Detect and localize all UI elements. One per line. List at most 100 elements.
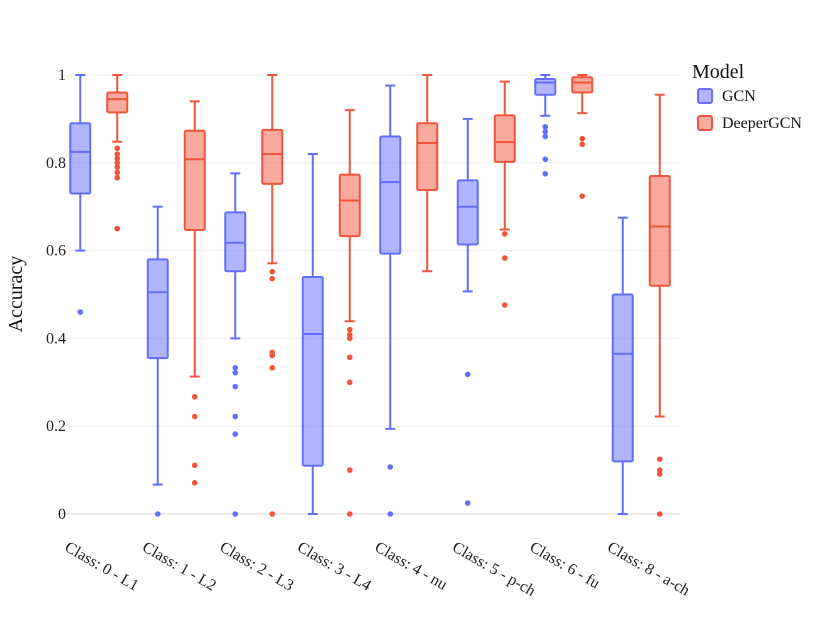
outlier-point	[191, 462, 198, 469]
outlier-point	[191, 393, 198, 400]
box-body	[648, 174, 671, 287]
outlier-point	[656, 467, 663, 473]
outlier-point	[346, 354, 353, 361]
legend-label: GCN	[722, 88, 756, 105]
outlier-point	[269, 511, 276, 517]
y-tick-label: 0	[58, 506, 66, 523]
box	[493, 80, 516, 308]
box-body	[611, 293, 634, 463]
y-tick-label: 0.2	[46, 418, 66, 435]
outlier-point	[464, 500, 471, 506]
box-body	[261, 128, 284, 185]
outlier-point	[232, 369, 239, 376]
box	[648, 93, 671, 517]
x-tick-label: Class: 1 - L2	[139, 539, 219, 595]
outlier-point	[269, 275, 276, 282]
outlier-point	[501, 302, 508, 308]
outlier-point	[232, 365, 239, 371]
box-body	[69, 122, 92, 195]
legend: Model GCN DeeperGCN	[692, 61, 802, 132]
box-body	[106, 91, 129, 114]
outlier-point	[501, 255, 508, 261]
box	[379, 84, 402, 517]
outlier-point	[114, 160, 121, 166]
x-tick-label: Class: 5 - p-ch	[449, 539, 538, 600]
box	[338, 109, 361, 517]
outlier-point	[77, 309, 84, 315]
outlier-point	[114, 145, 121, 152]
outlier-point	[387, 511, 394, 517]
outlier-point	[346, 326, 353, 333]
legend-swatch	[697, 88, 713, 104]
outlier-point	[542, 128, 549, 135]
y-tick-label: 0.8	[46, 155, 66, 172]
box-series	[69, 74, 671, 517]
box-body	[301, 275, 324, 467]
box-body	[534, 77, 557, 96]
outlier-point	[656, 471, 663, 477]
box-body	[146, 258, 169, 360]
box-body	[416, 122, 439, 192]
outlier-point	[114, 225, 121, 232]
outlier-point	[464, 371, 471, 378]
box	[301, 153, 324, 515]
box	[534, 74, 557, 177]
outlier-point	[232, 383, 239, 390]
outlier-point	[269, 352, 276, 359]
outlier-point	[232, 431, 239, 437]
box	[611, 216, 634, 515]
box-body	[338, 173, 361, 238]
series-deepergcn	[106, 74, 671, 517]
x-tick-label: Class: 2 - L3	[217, 539, 297, 595]
outlier-point	[387, 464, 394, 470]
y-axis-ticks: 0 0.2 0.4 0.6 0.8 1	[46, 67, 66, 523]
outlier-point	[269, 268, 276, 275]
box	[416, 74, 439, 273]
box-body	[456, 179, 479, 246]
y-tick-label: 1	[58, 67, 66, 84]
x-tick-label: Class: 3 - L4	[294, 539, 374, 595]
box	[456, 117, 479, 506]
box	[261, 74, 284, 517]
outlier-point	[232, 413, 239, 420]
legend-item-deepergcn: DeeperGCN	[697, 115, 802, 132]
box	[183, 100, 206, 486]
outlier-point	[579, 135, 586, 142]
box	[146, 205, 169, 517]
outlier-point	[542, 133, 549, 140]
outlier-point	[346, 511, 353, 517]
outlier-point	[114, 174, 121, 181]
box-body	[493, 114, 516, 163]
x-tick-label: Class: 4 - nu	[372, 539, 450, 594]
outlier-point	[542, 170, 549, 177]
box	[106, 74, 129, 232]
legend-title: Model	[692, 61, 745, 83]
outlier-point	[346, 335, 353, 342]
outlier-point	[542, 156, 549, 163]
y-tick-label: 0.4	[46, 330, 66, 347]
box-body	[183, 129, 206, 231]
outlier-point	[656, 511, 663, 517]
box-body	[379, 135, 402, 255]
outlier-point	[154, 511, 161, 517]
outlier-point	[114, 169, 121, 176]
outlier-point	[232, 511, 239, 517]
outlier-point	[269, 365, 276, 371]
x-tick-label: Class: 0 - L1	[62, 539, 142, 595]
y-tick-label: 0.6	[46, 243, 66, 260]
legend-item-gcn: GCN	[697, 88, 756, 105]
y-axis-title: Accuracy	[5, 256, 27, 333]
outlier-point	[191, 413, 198, 420]
outlier-point	[114, 164, 121, 170]
legend-label: DeeperGCN	[722, 115, 802, 132]
outlier-point	[542, 124, 549, 130]
x-tick-label: Class: 8 - a-ch	[604, 539, 692, 600]
box	[224, 172, 247, 517]
outlier-point	[346, 467, 353, 473]
outlier-point	[114, 151, 121, 157]
outlier-point	[191, 480, 198, 486]
outlier-point	[346, 379, 353, 386]
outlier-point	[579, 141, 586, 148]
